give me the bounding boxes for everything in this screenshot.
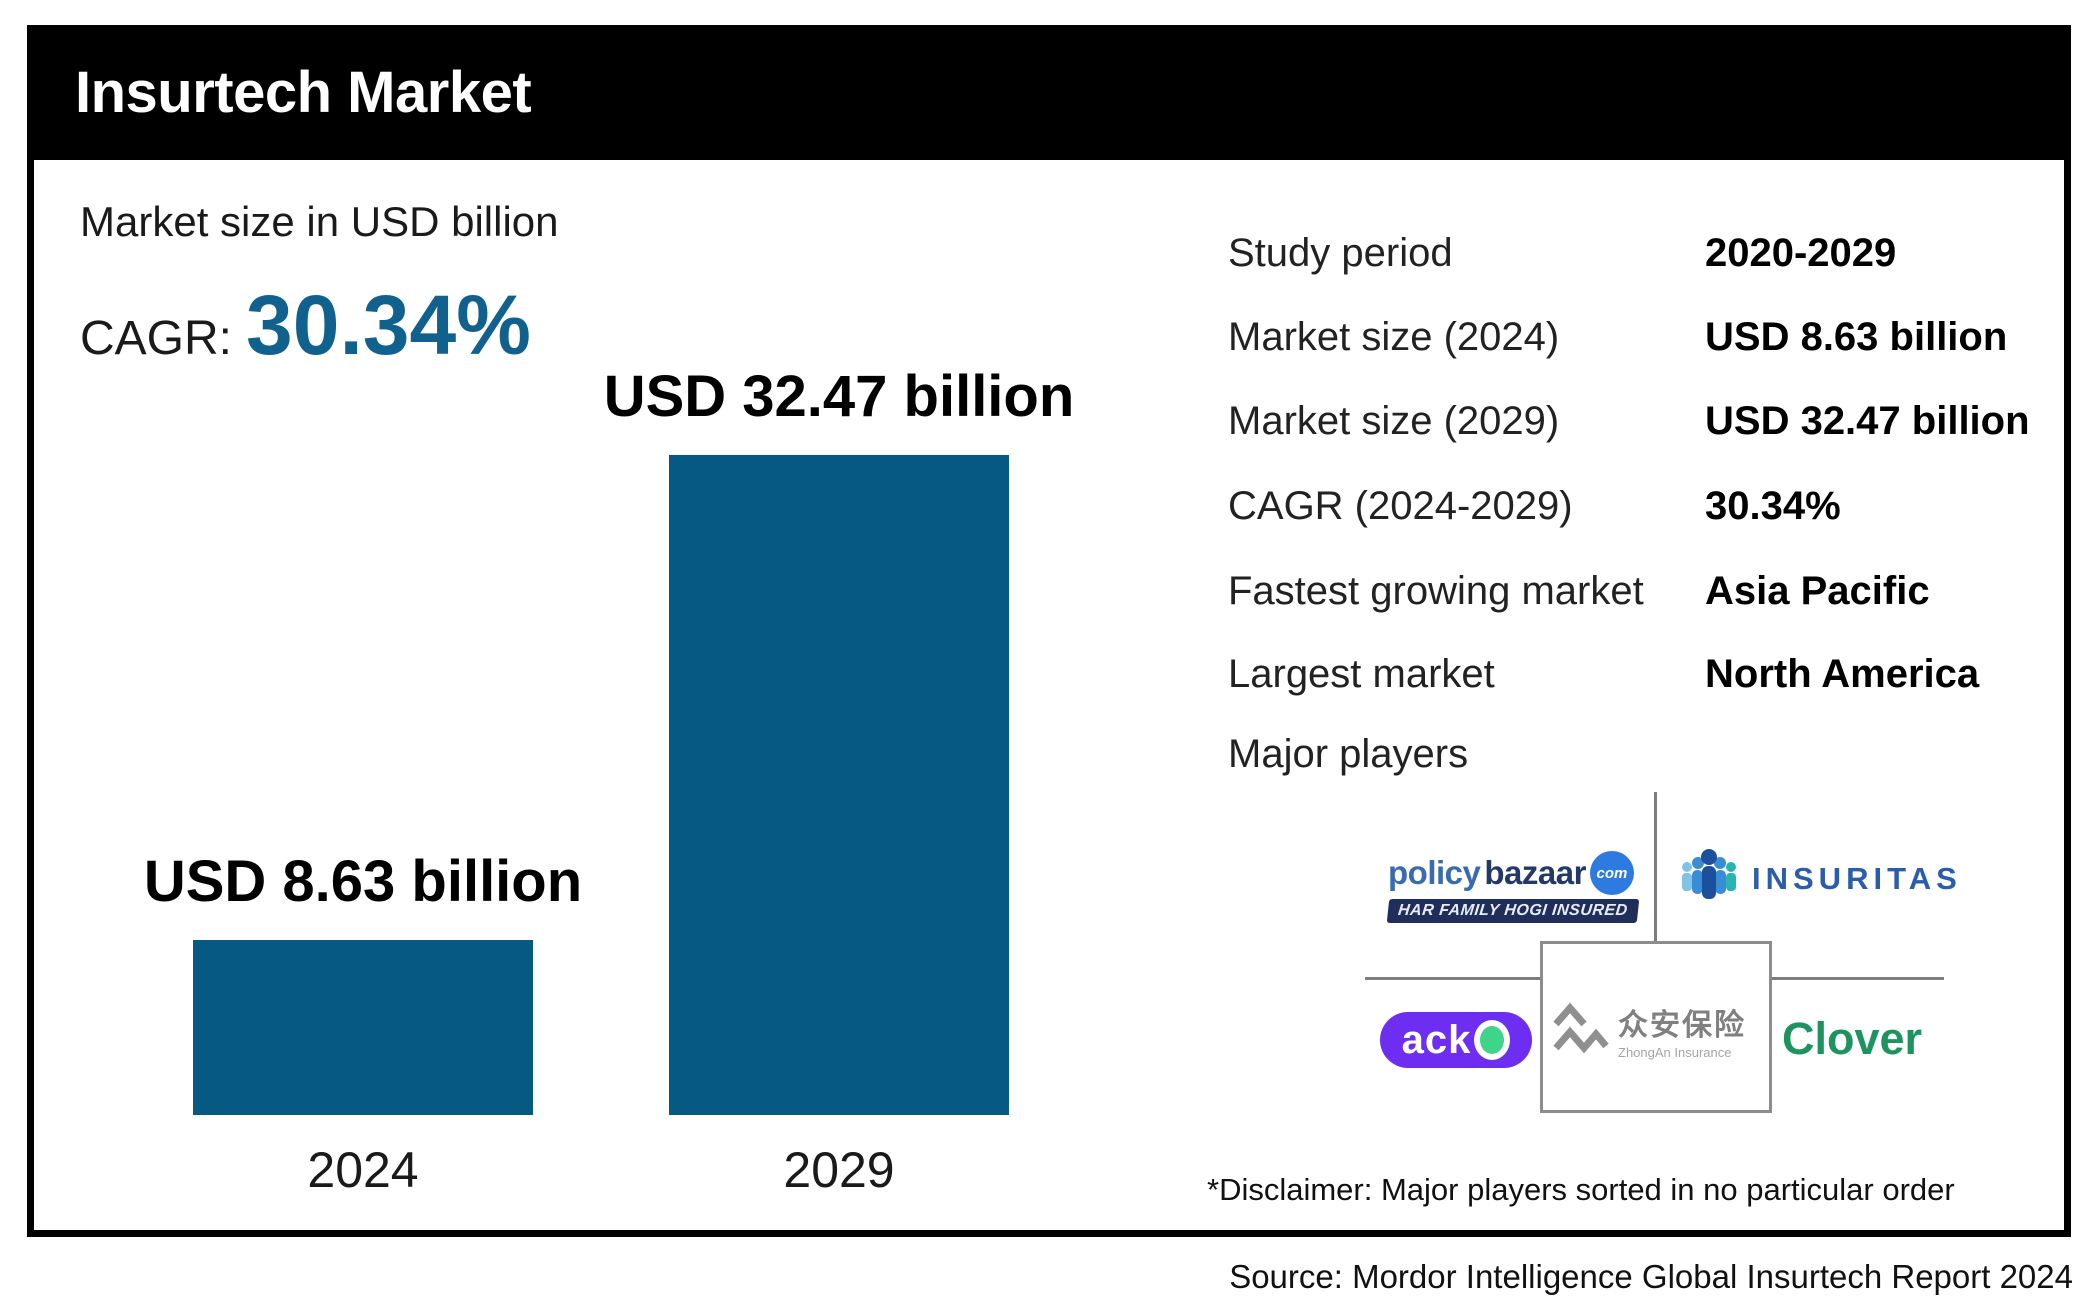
players-divider-right	[1772, 977, 1944, 980]
fact-value: USD 8.63 billion	[1705, 315, 2008, 359]
fact-row: Market size (2024) USD 8.63 billion	[1228, 312, 2083, 362]
axis-label-2024: 2024	[307, 1142, 419, 1198]
fact-label: Largest market	[1228, 652, 1495, 696]
zhongan-mountain-icon	[1552, 1002, 1610, 1059]
source-text: Source: Mordor Intelligence Global Insur…	[1229, 1258, 2073, 1295]
fact-row: CAGR (2024-2029) 30.34%	[1228, 481, 2083, 531]
players-divider-left	[1365, 977, 1540, 980]
policybazaar-word-policy: policy	[1388, 854, 1481, 891]
bar-value-label-2029: USD 32.47 billion	[603, 364, 1075, 430]
policybazaar-logo: policy bazaar com HAR FAMILY HOGI INSURE…	[1386, 851, 1639, 923]
players-center-box	[1540, 941, 1772, 1113]
fact-label: Market size (2024)	[1228, 315, 1560, 359]
fact-value: Asia Pacific	[1705, 569, 1930, 613]
bar-value-label-2024: USD 8.63 billion	[143, 849, 583, 915]
insuritas-people-icon	[1678, 845, 1740, 912]
insuritas-wordmark: INSURITAS	[1752, 860, 1962, 896]
fact-value: North America	[1705, 652, 1980, 696]
page-title: Insurtech Market	[75, 60, 532, 125]
clover-logo: Clover	[1782, 1013, 1923, 1064]
fact-row: Study period 2020-2029	[1228, 228, 2083, 278]
fact-label: CAGR (2024-2029)	[1228, 484, 1573, 528]
cagr-row: CAGR: 30.34%	[80, 283, 531, 367]
zhongan-cn-text: 众安保险	[1618, 1009, 1746, 1042]
policybazaar-com-badge-icon: com	[1589, 851, 1634, 895]
axis-label-2029: 2029	[783, 1142, 895, 1198]
zhongan-en-text: ZhongAn Insurance	[1618, 1045, 1732, 1060]
cagr-value: 30.34%	[246, 278, 531, 372]
policybazaar-wordmark: policy bazaar com	[1388, 851, 1638, 895]
insuritas-logo: INSURITAS	[1678, 845, 1962, 912]
fact-label: Study period	[1228, 231, 1453, 275]
cagr-prefix: CAGR:	[80, 312, 233, 365]
fact-row: Largest market North America	[1228, 649, 2083, 699]
chart-title: Market size in USD billion	[80, 198, 559, 245]
fact-value: 30.34%	[1705, 484, 1841, 528]
fact-label: Fastest growing market	[1228, 569, 1644, 613]
fact-row: Fastest growing market Asia Pacific	[1228, 566, 2083, 616]
fact-row: Market size (2029) USD 32.47 billion	[1228, 396, 2083, 446]
major-players-label: Major players	[1228, 732, 1469, 776]
fact-label: Market size (2029)	[1228, 399, 1560, 443]
policybazaar-tagline: HAR FAMILY HOGI INSURED	[1386, 899, 1639, 923]
policybazaar-word-bazaar: bazaar	[1484, 854, 1586, 891]
acko-logo: ack	[1380, 1012, 1532, 1068]
players-divider-vertical	[1654, 792, 1657, 941]
fact-value: USD 32.47 billion	[1705, 399, 2030, 443]
bar-2024	[193, 940, 533, 1115]
bar-2029	[669, 455, 1009, 1115]
header-bar	[27, 25, 2071, 160]
disclaimer-text: *Disclaimer: Major players sorted in no …	[1207, 1172, 1955, 1207]
acko-o-icon	[1474, 1020, 1511, 1060]
acko-wordmark: ack	[1401, 1018, 1472, 1062]
zhongan-logo: 众安保险 ZhongAn Insurance	[1552, 1000, 1746, 1060]
fact-value: 2020-2029	[1705, 231, 1897, 275]
